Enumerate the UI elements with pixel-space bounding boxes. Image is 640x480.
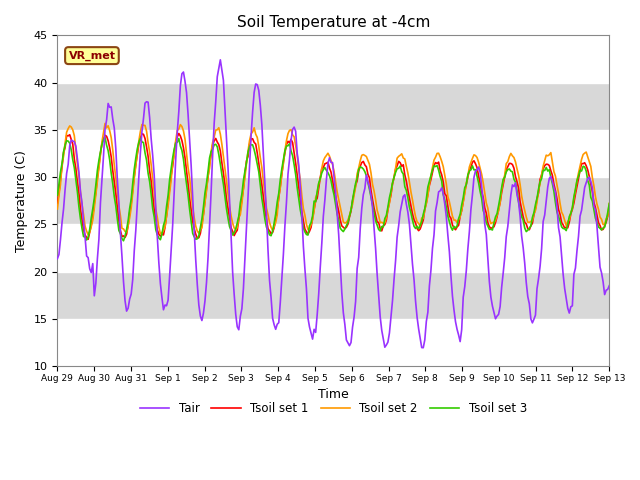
Line: Tair: Tair — [58, 60, 609, 348]
Tsoil set 3 — [605, 201, 613, 206]
Tsoil set 1 — [175, 131, 182, 136]
Tsoil set 1 — [123, 231, 131, 237]
Tsoil set 3 — [239, 178, 247, 183]
Tsoil set 3 — [124, 218, 132, 224]
Bar — [58, 83, 609, 130]
Tair — [578, 207, 586, 213]
Tsoil set 3 — [54, 192, 61, 198]
Bar — [58, 319, 609, 366]
Line: Tsoil set 1: Tsoil set 1 — [58, 133, 609, 239]
Tsoil set 1 — [249, 136, 257, 142]
Tsoil set 1 — [221, 182, 228, 188]
Tair — [296, 184, 304, 190]
Bar — [58, 272, 609, 319]
Tsoil set 2 — [298, 193, 306, 199]
Tsoil set 3 — [249, 142, 257, 148]
Line: Tsoil set 3: Tsoil set 3 — [58, 137, 609, 241]
Tsoil set 2 — [221, 166, 228, 171]
Title: Soil Temperature at -4cm: Soil Temperature at -4cm — [237, 15, 430, 30]
Tsoil set 2 — [605, 201, 613, 206]
Tair — [216, 57, 224, 63]
Tsoil set 2 — [239, 186, 247, 192]
Tair — [238, 306, 246, 312]
Tair — [220, 77, 227, 83]
Tair — [54, 256, 61, 262]
Tsoil set 2 — [101, 120, 109, 126]
Tsoil set 3 — [298, 215, 306, 221]
Tair — [247, 132, 255, 138]
Tsoil set 3 — [221, 193, 228, 199]
Tair — [419, 345, 427, 350]
Tsoil set 2 — [578, 156, 586, 162]
Bar — [58, 36, 609, 83]
Tsoil set 3 — [578, 168, 586, 174]
Tsoil set 3 — [120, 238, 127, 244]
Tsoil set 2 — [54, 206, 61, 212]
Tsoil set 1 — [54, 200, 61, 206]
Tsoil set 1 — [298, 209, 306, 215]
Tsoil set 2 — [84, 232, 92, 238]
Tsoil set 3 — [101, 134, 109, 140]
Text: VR_met: VR_met — [68, 50, 115, 61]
Tsoil set 2 — [124, 223, 132, 228]
Tair — [121, 298, 129, 303]
Line: Tsoil set 2: Tsoil set 2 — [58, 123, 609, 235]
Bar — [58, 177, 609, 224]
Tsoil set 1 — [578, 161, 586, 167]
Y-axis label: Temperature (C): Temperature (C) — [15, 150, 28, 252]
Tsoil set 1 — [605, 206, 613, 212]
Legend: Tair, Tsoil set 1, Tsoil set 2, Tsoil set 3: Tair, Tsoil set 1, Tsoil set 2, Tsoil se… — [135, 397, 532, 420]
Bar — [58, 224, 609, 272]
Tsoil set 1 — [239, 186, 247, 192]
Bar — [58, 130, 609, 177]
Tsoil set 1 — [84, 236, 92, 242]
Tair — [605, 283, 613, 288]
X-axis label: Time: Time — [318, 388, 349, 401]
Tsoil set 2 — [249, 129, 257, 135]
